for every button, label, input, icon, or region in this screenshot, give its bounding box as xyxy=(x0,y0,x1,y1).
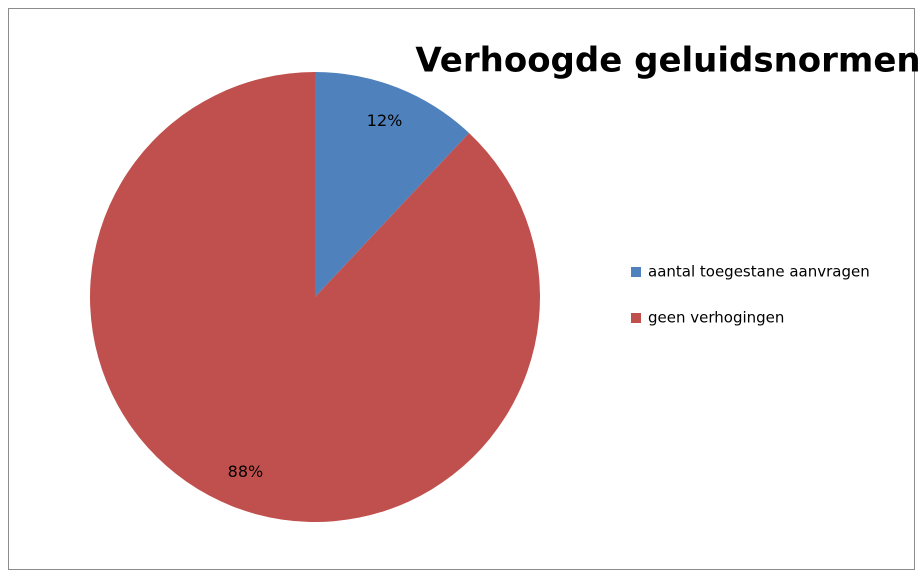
pie-slice xyxy=(90,72,541,522)
legend-text: aantal toegestane aanvragen xyxy=(648,263,870,281)
value-label: 12% xyxy=(367,111,403,130)
legend-swatch xyxy=(631,267,641,277)
pie-slice xyxy=(315,72,470,297)
legend-text: geen verhogingen xyxy=(648,309,784,327)
chart-title: Verhoogde geluidsnormen xyxy=(415,41,920,81)
value-label: 88% xyxy=(228,462,264,481)
legend-swatch xyxy=(631,313,641,323)
